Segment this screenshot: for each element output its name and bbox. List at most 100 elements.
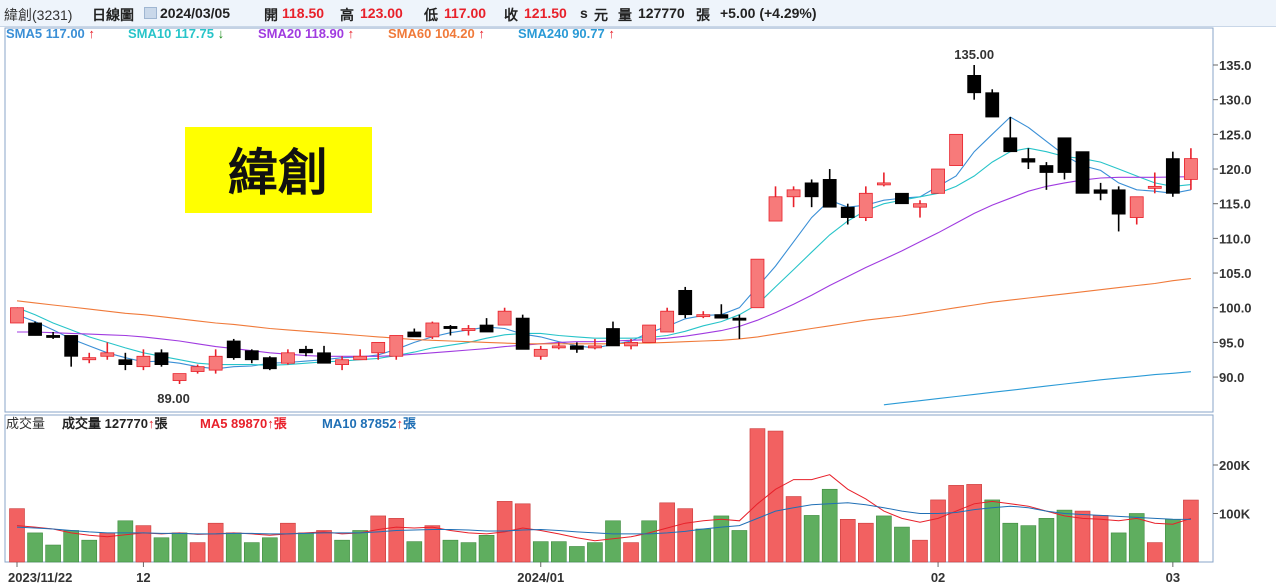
candle-body <box>985 92 1000 118</box>
watermark-text: 緯創 <box>228 143 328 202</box>
candle <box>317 345 331 364</box>
high-value: 123.00 <box>360 5 403 21</box>
volume-legend-arrow: ↑ <box>148 416 155 431</box>
price-frame <box>4 27 1214 413</box>
calendar-icon[interactable] <box>144 7 157 19</box>
volume-bar <box>153 537 170 563</box>
candle-body <box>226 340 241 359</box>
candle <box>1111 186 1126 232</box>
candle-body <box>136 355 151 368</box>
candle <box>208 349 223 374</box>
volume-bar <box>63 530 79 563</box>
close-value: 121.50 <box>524 5 567 21</box>
candle-body <box>1003 137 1018 153</box>
x-tick-label: 03 <box>1166 570 1180 585</box>
candle <box>642 324 656 343</box>
volume-value: 127770 <box>638 5 685 21</box>
low-label: 低 <box>424 7 438 23</box>
volume-bar <box>27 532 43 563</box>
volume-bar <box>207 522 224 563</box>
candle <box>226 338 241 360</box>
candle <box>136 349 151 371</box>
candle-body <box>407 331 422 338</box>
volume-bar <box>623 542 639 563</box>
candle-body <box>64 335 79 357</box>
candle-body <box>515 317 530 350</box>
volume-bar <box>803 515 820 563</box>
volume-bar <box>587 542 603 563</box>
candle-body <box>967 75 982 94</box>
candle <box>551 342 566 350</box>
candle <box>696 311 711 319</box>
candle-body <box>425 322 440 338</box>
volume-bar <box>262 537 278 563</box>
candle <box>822 169 837 208</box>
volume-bar <box>569 546 585 563</box>
volume-legend-item: 成交量 127770 <box>62 416 148 431</box>
candle <box>118 352 133 371</box>
price-legend-item: SMA60 104.20 <box>388 26 478 41</box>
candle-body <box>1129 196 1144 218</box>
candle <box>280 349 295 365</box>
candle-body <box>624 341 638 347</box>
price-tick-label: 95.0 <box>1219 335 1244 350</box>
candle <box>985 89 1000 118</box>
candle-body <box>1184 158 1198 180</box>
period-label[interactable]: 日線圖 <box>92 7 134 23</box>
candle <box>335 356 349 371</box>
candle-body <box>353 355 368 361</box>
candle-body <box>569 345 584 350</box>
volume-legend-item: MA10 87852 <box>322 416 396 431</box>
candle <box>10 307 24 324</box>
candle <box>461 325 476 336</box>
candle <box>46 331 61 339</box>
candle-body <box>642 324 656 343</box>
price-tick-label: 100.0 <box>1219 301 1252 316</box>
candle-body <box>46 335 61 338</box>
candle <box>1093 182 1108 201</box>
candle-body <box>696 314 711 318</box>
volume-bar <box>1183 499 1199 563</box>
candle-body <box>732 317 747 321</box>
candle <box>606 321 620 347</box>
candle <box>1129 196 1144 225</box>
candle <box>569 342 584 353</box>
ma-line-sma60 <box>16 278 1191 345</box>
candle <box>1165 151 1180 197</box>
stock-name[interactable]: 緯創(3231) <box>4 7 73 23</box>
candle-body <box>118 359 133 365</box>
candle <box>804 179 819 208</box>
price-tick-label: 135.0 <box>1219 58 1252 73</box>
candle-body <box>931 168 945 194</box>
unit-label: 元 <box>594 7 608 23</box>
candle <box>407 328 422 338</box>
volume-bar <box>677 508 694 563</box>
price-legend-item: SMA10 117.75 <box>128 26 218 41</box>
candle-body <box>768 196 783 222</box>
candle <box>533 345 548 360</box>
candle <box>299 345 313 357</box>
price-tick-label: 130.0 <box>1219 93 1252 108</box>
volume-bar <box>966 484 982 563</box>
candle <box>262 356 277 371</box>
volume-bar <box>984 499 1001 563</box>
candle-body <box>551 345 566 349</box>
price-legend-item: SMA20 118.90 <box>258 26 348 41</box>
volume-bar <box>948 485 964 563</box>
price-legend-arrow: ↑ <box>478 26 485 41</box>
ma-line-sma20 <box>17 176 1191 357</box>
volume-bar <box>894 526 910 563</box>
candle <box>154 349 169 367</box>
volume-bar <box>406 541 423 563</box>
volume-bar <box>641 520 657 563</box>
candle-body <box>443 326 458 329</box>
volume-bar <box>1056 509 1073 563</box>
volume-legend-item: MA5 89870 <box>200 416 267 431</box>
candle-body <box>804 182 819 198</box>
watermark-box <box>185 127 372 213</box>
candle <box>750 258 765 309</box>
volume-bar <box>1038 518 1055 563</box>
volume-bar <box>189 542 206 563</box>
volume-bar <box>839 519 856 563</box>
